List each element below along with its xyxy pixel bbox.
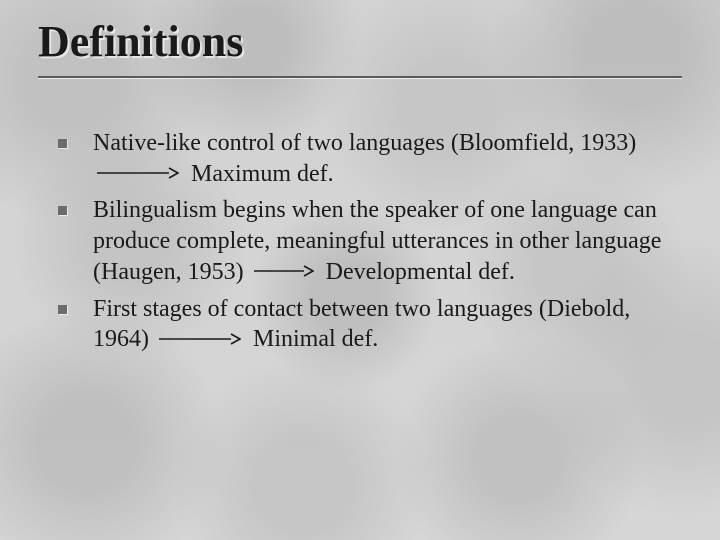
title-underline xyxy=(38,76,682,78)
item-post-text: Developmental def. xyxy=(326,259,515,285)
slide-body: Native-like control of two languages (Bl… xyxy=(58,128,676,361)
list-item: First stages of contact between two lang… xyxy=(58,294,676,355)
item-post-text: Maximum def. xyxy=(191,161,334,187)
square-bullet-icon xyxy=(58,206,67,215)
list-item: Native-like control of two languages (Bl… xyxy=(58,128,676,189)
arrow-right-icon xyxy=(159,333,241,345)
square-bullet-icon xyxy=(58,305,67,314)
arrow-right-icon xyxy=(97,167,179,179)
slide-title: Definitions xyxy=(38,18,682,66)
list-item-text: Native-like control of two languages (Bl… xyxy=(93,128,676,189)
list-item-text: First stages of contact between two lang… xyxy=(93,294,676,355)
list-item: Bilingualism begins when the speaker of … xyxy=(58,195,676,287)
item-post-text: Minimal def. xyxy=(253,326,378,352)
list-item-text: Bilingualism begins when the speaker of … xyxy=(93,195,676,287)
arrow-right-icon xyxy=(254,265,314,277)
square-bullet-icon xyxy=(58,139,67,148)
title-block: Definitions xyxy=(38,18,682,78)
slide: Definitions Native-like control of two l… xyxy=(0,0,720,540)
item-pre-text: Native-like control of two languages (Bl… xyxy=(93,130,636,156)
